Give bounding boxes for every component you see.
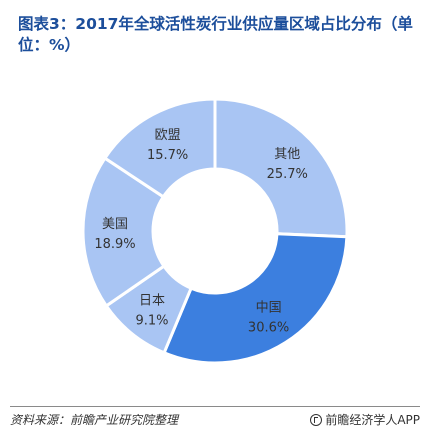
slice-value-0: 25.7% bbox=[267, 167, 308, 182]
chart-title: 图表3：2017年全球活性炭行业供应量区域占比分布（单位：%） bbox=[18, 15, 413, 54]
slice-1 bbox=[162, 232, 349, 365]
slice-value-1: 30.6% bbox=[248, 320, 289, 335]
slice-4 bbox=[102, 97, 217, 199]
slice-label-1: 中国 bbox=[256, 300, 282, 315]
slice-label-2: 日本 bbox=[139, 294, 165, 309]
slice-3 bbox=[81, 156, 167, 308]
slice-0 bbox=[213, 97, 349, 239]
brand-name: 前瞻经济学人APP bbox=[325, 413, 420, 427]
slice-label-4: 欧盟 bbox=[155, 128, 181, 143]
slice-label-0: 其他 bbox=[274, 147, 300, 162]
slice-value-4: 15.7% bbox=[147, 148, 188, 163]
footer-divider bbox=[10, 406, 420, 407]
source-note: 资料来源：前瞻产业研究院整理 bbox=[10, 413, 179, 427]
donut-labels: 其他 25.7% 中国 30.6% 日本 9.1% 美国 18.9% 欧盟 15.7% bbox=[94, 128, 308, 336]
donut-slices bbox=[81, 97, 349, 365]
brand-logo-icon bbox=[310, 413, 323, 426]
brand-credit: 前瞻经济学人APP bbox=[310, 411, 420, 428]
slice-value-2: 9.1% bbox=[135, 314, 168, 329]
slice-label-3: 美国 bbox=[102, 217, 128, 232]
slice-value-3: 18.9% bbox=[94, 237, 135, 252]
